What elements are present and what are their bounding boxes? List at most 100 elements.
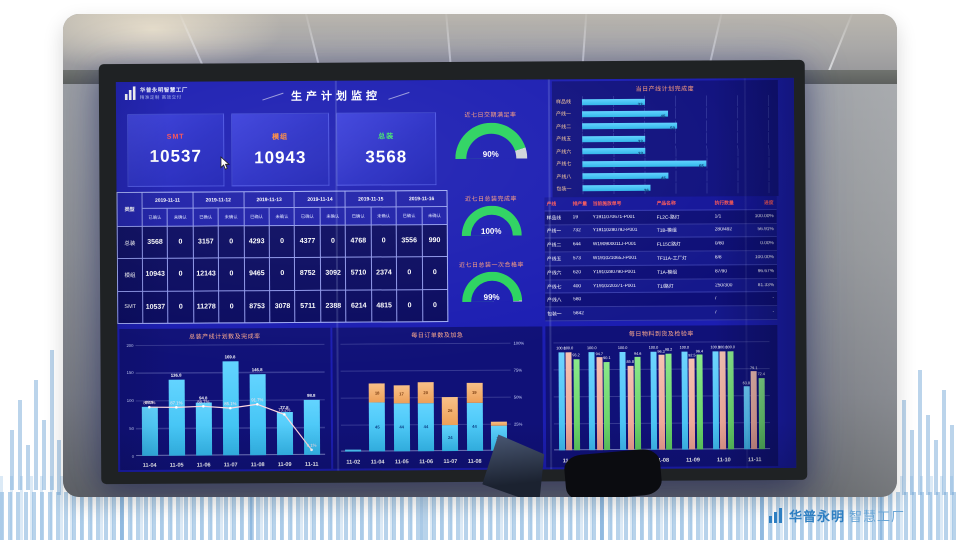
table-cell: 0 <box>168 226 193 259</box>
x-axis-label: 11-05 <box>394 459 409 466</box>
table-cell: 3157 <box>193 226 219 258</box>
video-wall-screen: 华普永明智慧工厂 精准定制 高效交付 生产计划监控 SMT 10537 模组 1… <box>98 59 808 485</box>
table-cell: 0 <box>397 257 422 289</box>
table-cell: 0 <box>320 225 346 258</box>
table-cell: 4768 <box>346 225 371 257</box>
line-table-cell: T1A-模组 <box>656 270 678 276</box>
bar-value-label: 93.2 <box>572 353 580 358</box>
table-date-header: 2019-11-12 <box>193 192 244 208</box>
table-cell: 10537 <box>143 291 168 323</box>
line-table-row: 产线七 400 Y1910220371-P001 T1/路灯 250/300 81.33% <box>545 278 778 294</box>
hbar-row: 产线二 50 <box>556 119 773 133</box>
decor-bar <box>950 425 954 495</box>
completion-rate-line: 87.7% 87.1% 88.7% 85.1% 91.7% 73.2% 9.1% <box>143 397 317 452</box>
table-cell: 6214 <box>346 290 372 322</box>
line-table-cell: 573 <box>572 256 581 262</box>
line-table-cell: TF11A-工厂灯 <box>656 256 687 262</box>
table-sub-header: 已确认 <box>142 208 168 226</box>
table-cell: 12143 <box>193 258 219 291</box>
svg-text:85.1%: 85.1% <box>224 401 236 406</box>
bar-value-label: 94.7 <box>595 351 604 356</box>
gauge-value: 99% <box>483 292 500 302</box>
table-sub-header: 已确认 <box>396 207 422 225</box>
brand-bars-icon <box>768 508 782 523</box>
line-table-row: 产线八 580/- <box>545 292 778 308</box>
decor-bar <box>942 390 946 495</box>
bar-0 <box>619 351 627 450</box>
bar-2 <box>665 353 673 450</box>
line-table-cell: Y1911028079J-P001 <box>592 228 638 234</box>
line-table-cell: 0/80 <box>714 241 725 247</box>
x-axis-label: 11-04 <box>370 459 385 466</box>
line-table-cell: - <box>772 296 775 302</box>
title-accent-line <box>262 92 284 101</box>
chart-plot: 100.0100.093.211-05100.094.790.111-06100… <box>553 341 771 464</box>
table-sub-header: 未确认 <box>218 208 244 226</box>
svg-text:88.7%: 88.7% <box>197 399 209 404</box>
table-cell: 0 <box>168 291 194 323</box>
y-axis-tick: 0 <box>131 453 135 459</box>
table-sub-header: 已确认 <box>244 208 269 226</box>
kpi-value: 10537 <box>149 146 202 166</box>
gauge-completion: 100% <box>461 205 522 236</box>
table-row-type: SMT <box>118 291 143 324</box>
dashboard-logo: 华普永明智慧工厂 精准定制 高效交付 <box>124 86 188 101</box>
kpi-card-assembly: 总装 3568 <box>336 112 437 186</box>
gauge-title: 近七日总装完成率 <box>465 196 518 203</box>
bar-urgent: 26 <box>442 396 459 426</box>
segment-value-label: 17 <box>399 391 404 397</box>
line-table-cell: / <box>715 310 717 316</box>
hbar-value-label: 33 <box>637 138 643 144</box>
table-cell: 8753 <box>244 290 270 323</box>
hbar-category-label: 产线七 <box>556 161 572 168</box>
bar-1 <box>688 358 696 450</box>
hbar-row: 包装一 36 <box>556 182 773 195</box>
bar-value-label: 79.1 <box>750 365 758 371</box>
table-cell: 2374 <box>371 257 397 290</box>
line-table-row: 产线二 644 W190900011J-P001 FL15C路灯 0/80 0.00% <box>544 237 777 253</box>
table-cell: 0 <box>371 225 397 257</box>
x-axis-label: 11-06 <box>419 459 434 466</box>
bar-1 <box>750 371 758 450</box>
table-cell: 9465 <box>244 258 270 290</box>
table-corner-header: 类型 <box>117 192 142 227</box>
bar-1 <box>719 351 727 450</box>
line-table-cell: 250/300 <box>715 282 733 288</box>
line-table-cell: 19 <box>572 214 579 220</box>
logo-company-text: 华普永明智慧工厂 <box>139 87 188 94</box>
line-table-header-row: 产线 排产量 当前施放单号 产品名称 执行数量 进度 <box>544 196 777 212</box>
bar-0 <box>681 351 689 450</box>
kpi-value: 3568 <box>365 146 408 167</box>
bar-0 <box>650 351 658 450</box>
line-table-cell: 100.00% <box>754 255 774 261</box>
table-cell: 8752 <box>295 258 321 290</box>
hbar-value-label: 33 <box>637 101 643 107</box>
hbar-category-label: 样品线 <box>555 99 571 106</box>
title-accent-line <box>388 91 410 100</box>
brand-bars-icon <box>124 86 136 101</box>
hbar-value-label: 50 <box>670 125 676 132</box>
decor-bar <box>760 468 764 540</box>
svg-text:91.7%: 91.7% <box>251 397 263 402</box>
line-table-cell: 620 <box>572 270 582 276</box>
decor-stripe-band <box>0 492 960 540</box>
table-sub-header: 未确认 <box>371 207 396 225</box>
line-table-cell: 56.91% <box>757 227 774 233</box>
decor-bar <box>600 478 604 540</box>
y-axis-tick: 200 <box>126 342 134 348</box>
logo-tagline: 精准定制 高效交付 <box>139 94 182 100</box>
hbar-row: 产线六 33 <box>556 144 773 157</box>
table-cell: 4377 <box>295 225 320 258</box>
table-row-type: 总装 <box>117 226 142 259</box>
line-table-cell: 732 <box>572 228 581 234</box>
bar-value-label: 94.6 <box>633 351 642 356</box>
segment-value-label: 26 <box>447 408 453 414</box>
decor-bar <box>26 445 30 490</box>
table-cell: 0 <box>168 258 193 291</box>
segment-value-label: 44 <box>472 424 477 430</box>
gauge-title: 近七日交期满足率 <box>464 112 517 119</box>
line-table-header-cell: 排产量 <box>572 202 588 208</box>
gauge-panel-completion: 近七日总装完成率 100% <box>440 193 543 258</box>
decor-bar <box>878 483 882 540</box>
kpi-card-smt: SMT 10537 <box>127 113 225 187</box>
